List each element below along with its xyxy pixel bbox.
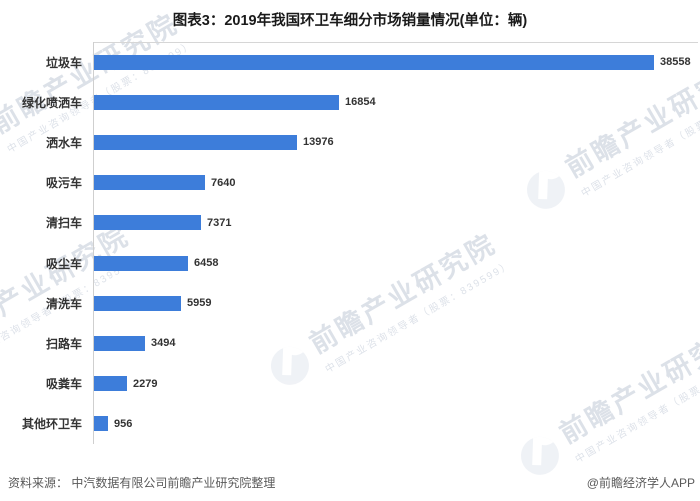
bar <box>94 175 205 191</box>
bar <box>94 94 339 110</box>
source-note: 资料来源： 中汽数据有限公司前瞻产业研究院整理 <box>8 476 276 490</box>
category-label: 绿化喷洒车 <box>21 95 82 110</box>
category-label: 吸污车 <box>45 176 82 191</box>
credit-note: @前瞻经济学人APP <box>586 476 695 490</box>
bar <box>94 54 654 70</box>
plot-top-border <box>93 42 698 43</box>
y-axis-line <box>93 42 94 444</box>
bar <box>94 376 127 392</box>
plot-area: 垃圾车 38558 绿化喷洒车 16854 洒水车 13976 吸污车 7640 清扫车 7371… <box>8 42 698 444</box>
bar-row: 垃圾车 38558 <box>8 42 698 82</box>
value-label: 5959 <box>187 297 212 310</box>
category-label: 清扫车 <box>45 216 82 231</box>
category-label: 洒水车 <box>45 135 82 150</box>
value-label: 13976 <box>303 136 334 149</box>
plot-rows: 垃圾车 38558 绿化喷洒车 16854 洒水车 13976 吸污车 7640 清扫车 7371… <box>8 42 698 444</box>
value-label: 38558 <box>660 56 691 69</box>
bar <box>94 295 181 311</box>
value-label: 16854 <box>345 96 376 109</box>
category-label: 其他环卫车 <box>21 417 82 432</box>
bar <box>94 416 108 432</box>
bar-row: 清扫车 7371 <box>8 203 698 243</box>
category-label: 扫路车 <box>45 336 82 351</box>
chart-title: 图表3：2019年我国环卫车细分市场销量情况(单位：辆) <box>172 13 528 29</box>
bar-row: 吸粪车 2279 <box>8 364 698 404</box>
bar-row: 吸尘车 6458 <box>8 243 698 283</box>
category-label: 清洗车 <box>45 296 82 311</box>
bar <box>94 215 201 231</box>
bar <box>94 335 145 351</box>
value-label: 7640 <box>211 176 236 189</box>
category-label: 垃圾车 <box>45 55 82 70</box>
bar-row: 清洗车 5959 <box>8 283 698 323</box>
value-label: 2279 <box>133 377 158 390</box>
category-label: 吸尘车 <box>45 256 82 271</box>
bar-row: 绿化喷洒车 16854 <box>8 82 698 122</box>
bar-row: 扫路车 3494 <box>8 323 698 363</box>
bar-row: 其他环卫车 956 <box>8 404 698 444</box>
bar <box>94 255 188 271</box>
value-label: 7371 <box>207 216 232 229</box>
bar <box>94 134 297 150</box>
category-label: 吸粪车 <box>45 377 82 392</box>
value-label: 6458 <box>194 257 219 270</box>
value-label: 956 <box>114 417 133 430</box>
bar-row: 洒水车 13976 <box>8 122 698 162</box>
bar-row: 吸污车 7640 <box>8 163 698 203</box>
value-label: 3494 <box>151 337 176 350</box>
